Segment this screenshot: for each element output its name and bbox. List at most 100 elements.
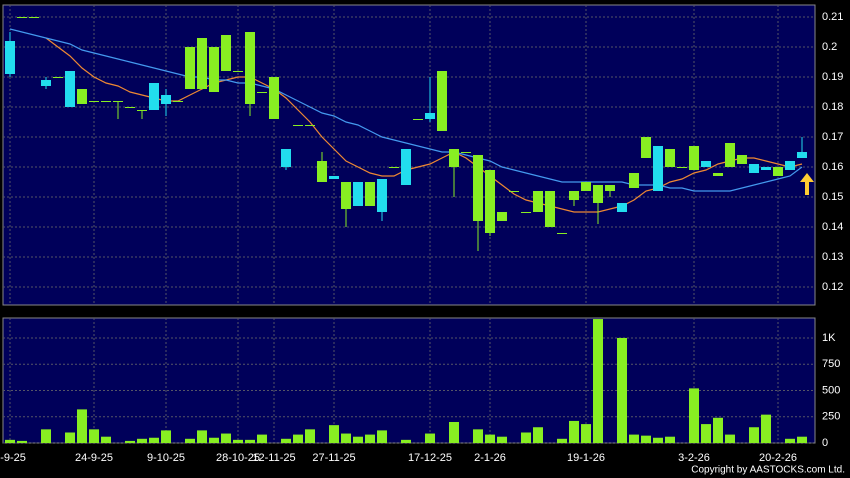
candle-body — [485, 170, 495, 233]
candle-body — [593, 185, 603, 203]
volume-tick-label: 1K — [822, 332, 836, 344]
x-tick-label: 19-1-26 — [567, 452, 605, 464]
candle-body — [245, 32, 255, 104]
moving-average-line — [9, 28, 803, 192]
volume-bar — [77, 409, 87, 443]
candle-body — [329, 176, 339, 179]
candle-body — [413, 119, 423, 120]
x-tick-label: 2-1-26 — [474, 452, 506, 464]
volume-bar — [593, 319, 603, 443]
x-tick-label: 5-9-25 — [0, 452, 26, 464]
candle-body — [605, 185, 615, 191]
volume-bar — [725, 434, 735, 443]
candle-body — [761, 167, 771, 170]
candle-body — [317, 161, 327, 182]
volume-bar — [689, 388, 699, 443]
candle-body — [509, 191, 519, 192]
candle-body — [269, 77, 279, 119]
y-tick-label: 0.17 — [822, 131, 843, 143]
candle-body — [233, 71, 243, 72]
volume-bar — [5, 439, 15, 443]
volume-bar — [293, 434, 303, 443]
volume-bar — [197, 430, 207, 443]
candle-body — [629, 173, 639, 188]
candle-body — [545, 191, 555, 227]
candle-body — [161, 95, 171, 104]
candle-body — [137, 110, 147, 111]
candle-body — [65, 71, 75, 107]
copyright: Copyright by AASTOCKS.com Ltd. — [691, 465, 845, 476]
candle-body — [149, 83, 159, 110]
candle-body — [617, 203, 627, 212]
candle-body — [533, 191, 543, 212]
volume-bar — [401, 439, 411, 443]
candle-body — [113, 101, 123, 102]
candle-body — [89, 101, 99, 102]
volume-tick-label: 250 — [822, 411, 840, 423]
x-tick-label: 9-10-25 — [147, 452, 185, 464]
candle-body — [53, 77, 63, 78]
candle-body — [185, 47, 195, 89]
x-tick-label: 28-10-25 — [216, 452, 260, 464]
volume-bar — [749, 427, 759, 443]
volume-bar — [521, 432, 531, 443]
volume-bar — [641, 435, 651, 443]
candle-body — [41, 80, 51, 86]
candle-body — [665, 149, 675, 167]
volume-bar — [617, 337, 627, 443]
x-tick-label: 24-9-25 — [75, 452, 113, 464]
volume-bar — [329, 425, 339, 443]
candle-body — [437, 71, 447, 131]
volume-bar — [245, 439, 255, 443]
y-tick-label: 0.12 — [822, 281, 843, 293]
volume-bar — [377, 430, 387, 443]
candle-body — [785, 161, 795, 170]
candle-body — [569, 191, 579, 200]
y-tick-label: 0.15 — [822, 191, 843, 203]
volume-bar — [161, 430, 171, 443]
x-tick-label: 17-12-25 — [408, 452, 452, 464]
volume-bar — [761, 414, 771, 443]
candle-body — [77, 89, 87, 104]
candle-body — [17, 17, 27, 18]
volume-bar — [485, 434, 495, 443]
candle-body — [473, 155, 483, 221]
volume-bar — [533, 427, 543, 443]
volume-tick-label: 500 — [822, 384, 840, 396]
candle-body — [5, 41, 15, 74]
y-tick-label: 0.13 — [822, 251, 843, 263]
volume-bar — [65, 432, 75, 443]
volume-bar — [785, 438, 795, 443]
candle-body — [725, 143, 735, 167]
volume-bar — [305, 429, 315, 443]
candle-body — [581, 182, 591, 191]
volume-bar — [257, 434, 267, 443]
candle-body — [401, 149, 411, 185]
candle-body — [29, 17, 39, 18]
candle-body — [389, 167, 399, 168]
volume-bar — [569, 420, 579, 443]
volume-bar — [149, 437, 159, 443]
volume-bar — [209, 437, 219, 443]
candle-body — [377, 179, 387, 212]
candle-body — [689, 146, 699, 170]
candle-body — [521, 212, 531, 213]
candle-body — [497, 212, 507, 221]
volume-bar — [89, 429, 99, 443]
candle-body — [209, 47, 219, 92]
moving-average-line — [45, 37, 803, 213]
volume-bar — [125, 440, 135, 443]
candle-body — [425, 113, 435, 119]
candle-body — [461, 152, 471, 153]
volume-bar — [137, 438, 147, 443]
candle-body — [737, 155, 747, 164]
x-tick-label: 20-2-26 — [759, 452, 797, 464]
candle-body — [305, 125, 315, 126]
volume-bar — [17, 440, 27, 443]
candle-body — [173, 101, 183, 102]
volume-bar — [233, 439, 243, 443]
x-tick-label: 3-2-26 — [678, 452, 710, 464]
candle-body — [557, 233, 567, 234]
volume-bar — [473, 429, 483, 443]
